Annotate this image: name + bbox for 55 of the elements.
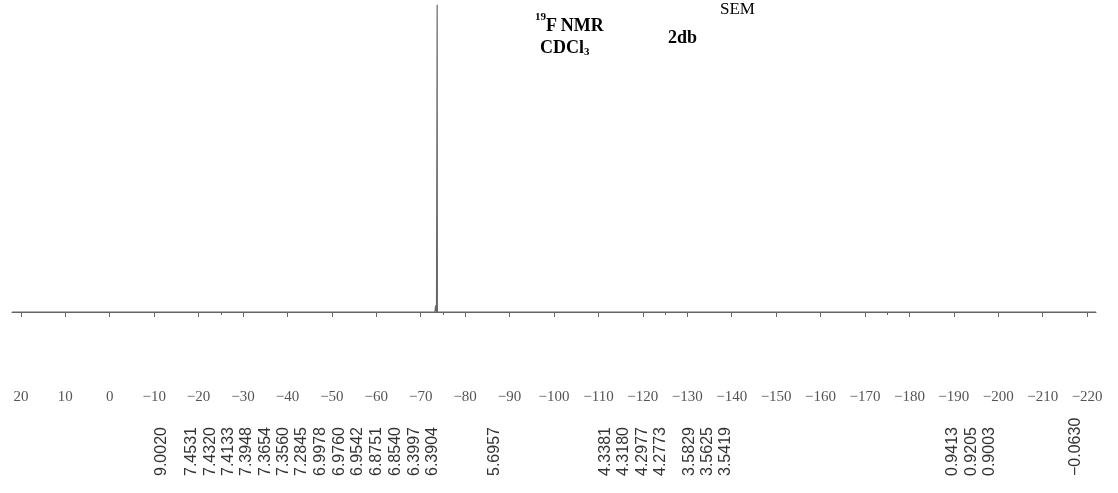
text: 4.3381: [595, 426, 613, 476]
x-tick-label: −150: [760, 387, 792, 404]
x-tick-label: −80: [453, 387, 477, 404]
x-tick-label: 0: [105, 387, 114, 404]
annotation: 2db: [668, 27, 698, 47]
text: 6.8751: [366, 426, 384, 476]
x-tick-label: −70: [408, 387, 433, 404]
text: 7.3560: [273, 426, 291, 476]
x-tick-label: −140: [716, 387, 748, 404]
x-tick-label: −220: [1071, 387, 1103, 404]
text: 0.9205: [961, 426, 979, 476]
text: 5.6957: [484, 426, 502, 476]
text: 3.5625: [697, 426, 715, 476]
x-tick-label: −30: [231, 387, 255, 404]
x-tick-label: −50: [320, 387, 344, 404]
text: 7.4320: [200, 426, 218, 476]
text: 6.3904: [422, 426, 440, 476]
x-tick-label: −60: [364, 387, 389, 404]
text: 3.5419: [715, 426, 733, 476]
x-tick-label: −120: [627, 387, 659, 404]
text: 7.3654: [255, 426, 273, 476]
x-tick-label: −20: [186, 387, 211, 404]
x-tick-label: 20: [13, 387, 29, 404]
x-tick-label: −180: [893, 387, 925, 404]
text: 6.8540: [385, 426, 403, 476]
text: 6.9542: [347, 426, 365, 476]
text: 7.2845: [291, 426, 309, 476]
x-tick-label: −110: [583, 387, 614, 404]
text: 7.3948: [236, 426, 254, 476]
x-tick-label: 10: [57, 387, 73, 404]
text: 4.2977: [632, 426, 650, 476]
text: 7.4531: [181, 426, 199, 476]
text: 6.9978: [310, 426, 328, 476]
x-tick-label: −190: [938, 387, 970, 404]
x-tick-label: −130: [671, 387, 703, 404]
text: 0.9003: [979, 426, 997, 476]
x-tick-label: −40: [275, 387, 300, 404]
annotation: SEM: [720, 0, 755, 18]
text: 7.4133: [218, 426, 236, 476]
text: 6.9760: [329, 426, 347, 476]
x-tick-label: −170: [849, 387, 881, 404]
text: −0.0630: [1065, 417, 1083, 476]
x-tick-label: −210: [1027, 387, 1059, 404]
x-tick-label: −10: [142, 387, 166, 404]
text: 9.0020: [151, 426, 169, 476]
text: 3.5829: [679, 426, 697, 476]
text: 0.9413: [942, 426, 960, 476]
x-tick-label: −160: [805, 387, 837, 404]
text: 6.3997: [404, 426, 422, 476]
x-tick-label: −100: [538, 387, 570, 404]
text: CDCl3: [540, 37, 590, 57]
x-tick-label: −90: [497, 387, 522, 404]
text: 4.3180: [613, 426, 631, 476]
text: 4.2773: [650, 426, 668, 476]
x-tick-label: −200: [982, 387, 1014, 404]
